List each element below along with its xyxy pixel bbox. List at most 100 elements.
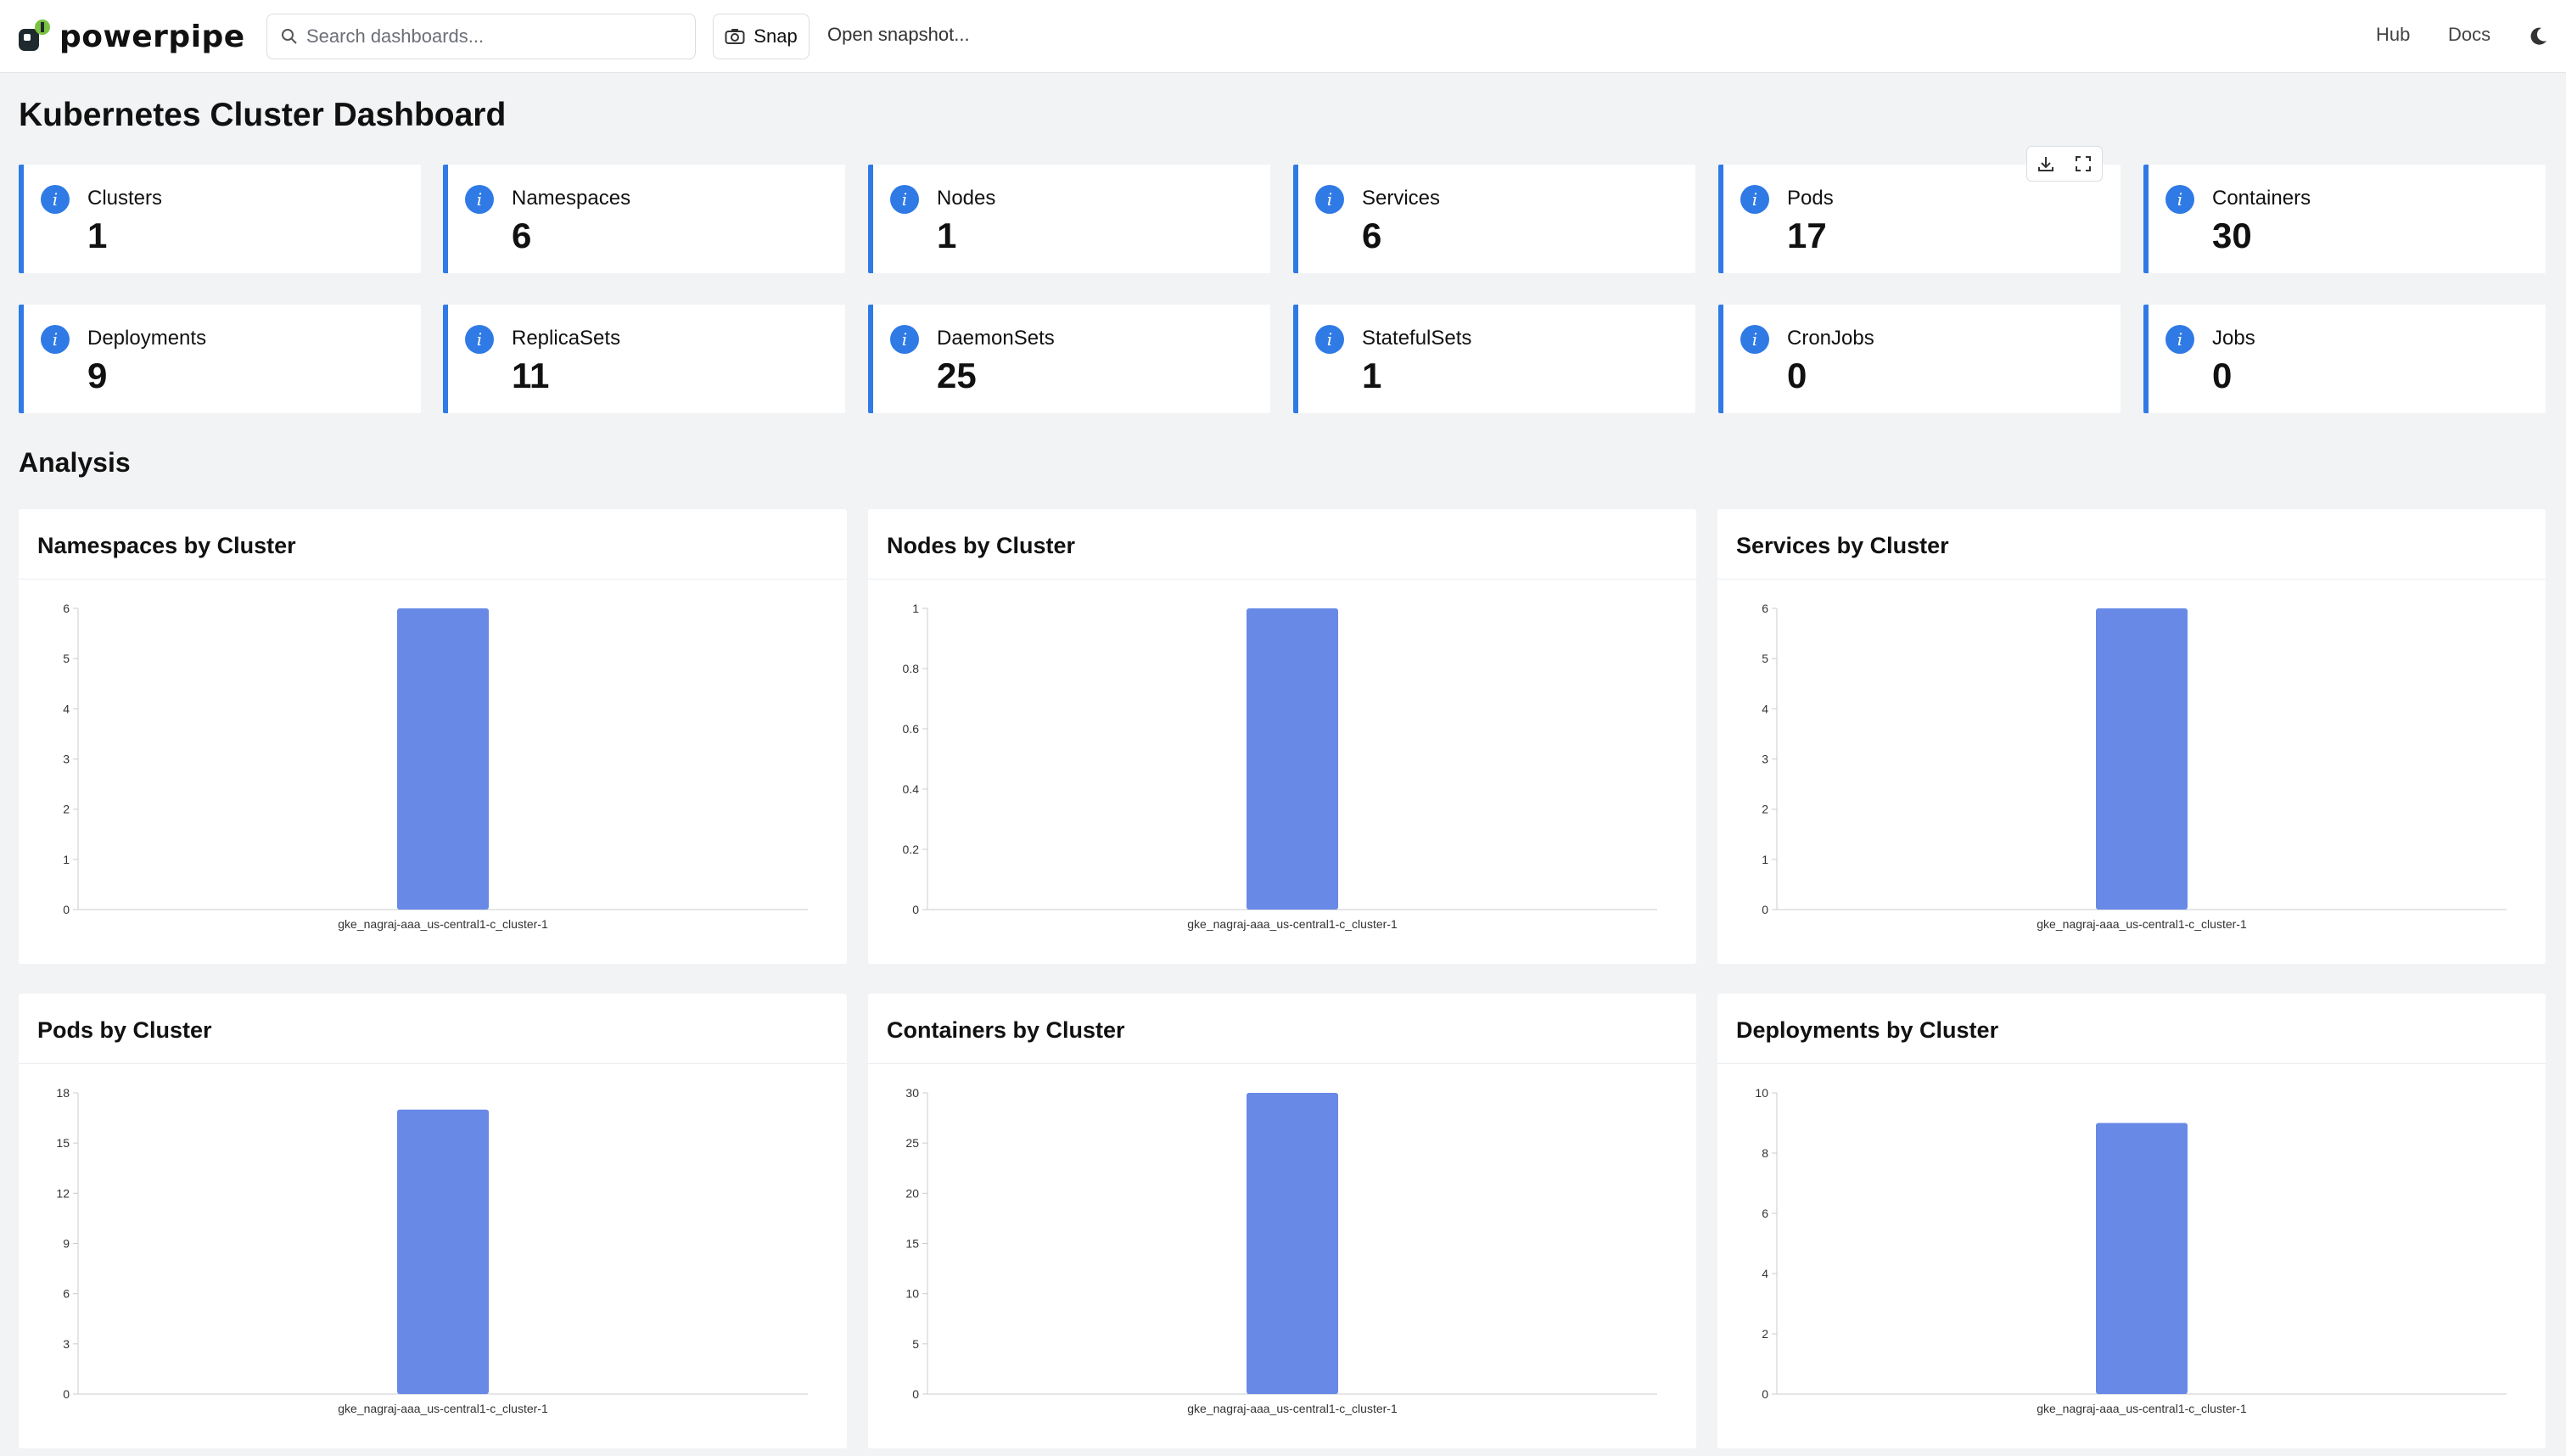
y-tick-label: 6: [63, 602, 70, 615]
bar: [2096, 608, 2188, 910]
chart-panel-deployments: Deployments by Cluster 0 2 4 6 8 10 gke_nagraj…: [1717, 994, 2546, 1448]
y-tick-label: 0: [1762, 903, 1768, 916]
card-label: Nodes: [937, 187, 996, 210]
bar-chart: 0 2 4 6 8 10 gke_nagraj-aaa_us-central1-c_clus…: [1755, 1086, 2507, 1415]
y-tick-label: 1: [63, 853, 70, 866]
nav-docs-link[interactable]: Docs: [2448, 24, 2491, 45]
y-tick-label: 15: [56, 1136, 70, 1150]
x-tick-label: gke_nagraj-aaa_us-central1-c_cluster-1: [338, 1402, 548, 1415]
info-icon: i: [890, 185, 919, 214]
bar-chart: 0 1 2 3 4 5 6 gke_nagraj-aaa_us-central1-c_clus…: [1762, 602, 2507, 931]
y-tick-label: 3: [1762, 753, 1768, 766]
camera-icon: [725, 29, 745, 44]
y-tick-label: 2: [63, 803, 70, 816]
y-tick-label: 15: [905, 1237, 919, 1251]
bar-chart: 0 1 2 3 4 5 6 gke_nagraj-aaa_us-central1-c_clus…: [63, 602, 808, 931]
card-value: 17: [1787, 216, 1827, 255]
info-icon: i: [2165, 185, 2194, 214]
y-tick-label: 0.2: [903, 843, 920, 856]
chart-title: Pods by Cluster: [37, 1017, 212, 1043]
card-label: Services: [1362, 187, 1441, 210]
chart-panel-pods: Pods by Cluster 0 3 6 9 12 15 18 gke_nagraj-aaa…: [19, 994, 847, 1448]
card-label: Clusters: [87, 187, 163, 210]
y-tick-label: 2: [1762, 1327, 1768, 1341]
chart-panel-containers: Containers by Cluster 0 5 10 15 20 25 30 gke_na…: [868, 994, 1696, 1448]
chart-title: Services by Cluster: [1736, 533, 1949, 558]
bar-chart: 0 5 10 15 20 25 30 gke_nagraj-aaa_us-central1-c…: [905, 1086, 1657, 1415]
search-input[interactable]: [306, 25, 680, 48]
y-tick-label: 0: [912, 1387, 919, 1401]
y-tick-label: 6: [1762, 602, 1768, 615]
card-cronjobs: i CronJobs 0: [1718, 305, 2121, 413]
panel-divider: [19, 1063, 847, 1064]
card-label: Namespaces: [512, 187, 631, 210]
card-jobs: i Jobs 0: [2143, 305, 2546, 413]
card-value: 11: [512, 356, 550, 395]
card-value: 9: [87, 356, 108, 395]
card-label: DaemonSets: [937, 327, 1055, 350]
powerpipe-logo[interactable]: powerpipe: [17, 19, 245, 54]
card-label: ReplicaSets: [512, 327, 621, 350]
panel-divider: [1717, 1063, 2546, 1064]
y-tick-label: 1: [1762, 853, 1768, 866]
y-tick-label: 30: [905, 1086, 919, 1100]
chart-panel-nodes: Nodes by Cluster 0 0.2 0.4 0.6 0.8 1 gke_nagra…: [868, 509, 1696, 964]
y-tick-label: 5: [912, 1337, 919, 1351]
card-nodes: i Nodes 1: [868, 165, 1270, 273]
card-label: Pods: [1787, 187, 1834, 210]
card-containers: i Containers 30: [2143, 165, 2546, 273]
chart-panel-namespaces: Namespaces by Cluster 0 1 2 3 4 5 6 gke_nagraj-…: [19, 509, 847, 964]
y-tick-label: 5: [1762, 652, 1768, 665]
y-tick-label: 0.8: [903, 662, 920, 675]
y-tick-label: 1: [912, 602, 919, 615]
bar-chart: 0 0.2 0.4 0.6 0.8 1 gke_nagraj-aaa_us-central1…: [903, 602, 1657, 931]
y-tick-label: 4: [1762, 702, 1768, 715]
expand-icon[interactable]: [2074, 154, 2093, 173]
card-label: Containers: [2212, 187, 2311, 210]
y-tick-label: 0.4: [903, 782, 920, 796]
y-tick-label: 0.6: [903, 722, 920, 736]
card-daemonsets: i DaemonSets 25: [868, 305, 1270, 413]
bar: [1247, 1093, 1338, 1394]
y-tick-label: 0: [63, 903, 70, 916]
chart-title: Nodes by Cluster: [887, 533, 1076, 558]
info-icon: i: [1315, 185, 1344, 214]
card-services: i Services 6: [1293, 165, 1695, 273]
section-title-analysis: Analysis: [19, 447, 131, 478]
card-value: 0: [2212, 356, 2233, 395]
bar: [1247, 608, 1338, 910]
y-tick-label: 5: [63, 652, 70, 665]
nav-hub-link[interactable]: Hub: [2376, 24, 2411, 45]
card-value: 1: [1362, 356, 1382, 395]
card-label: Jobs: [2212, 327, 2255, 350]
info-icon: i: [1315, 325, 1344, 354]
y-tick-label: 18: [56, 1086, 70, 1100]
x-tick-label: gke_nagraj-aaa_us-central1-c_cluster-1: [2037, 917, 2247, 931]
open-snapshot-link[interactable]: Open snapshot...: [827, 24, 970, 45]
search-box[interactable]: [266, 14, 696, 59]
panel-divider: [868, 579, 1696, 580]
panel-divider: [868, 1063, 1696, 1064]
moon-icon[interactable]: [2527, 25, 2549, 48]
info-icon: i: [2165, 325, 2194, 354]
card-label: Deployments: [87, 327, 207, 350]
logo-text: powerpipe: [59, 19, 245, 54]
card-value: 6: [1362, 216, 1382, 255]
bar: [397, 608, 489, 910]
download-icon[interactable]: [2037, 154, 2055, 173]
bar: [2096, 1123, 2188, 1394]
y-tick-label: 10: [1755, 1086, 1768, 1100]
page-title: Kubernetes Cluster Dashboard: [19, 97, 507, 133]
panel-divider: [1717, 579, 2546, 580]
card-clusters: i Clusters 1: [19, 165, 421, 273]
y-tick-label: 2: [1762, 803, 1768, 816]
card-value: 0: [1787, 356, 1807, 395]
snap-button[interactable]: Snap: [713, 14, 810, 59]
y-tick-label: 20: [905, 1186, 919, 1200]
y-tick-label: 0: [63, 1387, 70, 1401]
card-value: 1: [937, 216, 957, 255]
card-deployments: i Deployments 9: [19, 305, 421, 413]
top-bar: powerpipe Snap Open snapshot... Hub Docs: [0, 0, 2566, 73]
chart-panel-services: Services by Cluster 0 1 2 3 4 5 6 gke_nagraj-aa…: [1717, 509, 2546, 964]
card-pods: i Pods 17: [1718, 165, 2121, 273]
